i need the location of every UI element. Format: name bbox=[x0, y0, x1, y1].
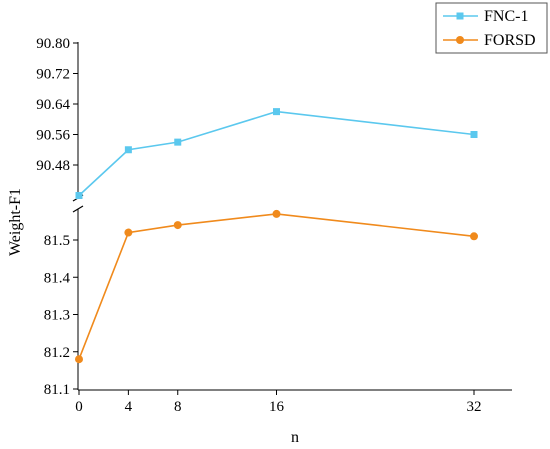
legend-marker-forsd bbox=[456, 36, 464, 44]
legend-label-forsd: FORSD bbox=[484, 32, 536, 49]
x-tick-label: 8 bbox=[174, 399, 182, 415]
y-tick-label: 90.56 bbox=[36, 128, 70, 144]
x-tick-label: 0 bbox=[75, 399, 83, 415]
series bbox=[75, 108, 478, 364]
data-point bbox=[273, 108, 280, 116]
x-axis-title: n bbox=[291, 429, 299, 446]
y-tick-label: 81.2 bbox=[44, 345, 70, 361]
y-tick-label: 81.3 bbox=[44, 308, 70, 324]
y-tick-label: 81.1 bbox=[44, 382, 70, 398]
data-point bbox=[75, 355, 83, 364]
series-line-forsd bbox=[78, 213, 475, 360]
x-tick-label: 4 bbox=[125, 399, 133, 415]
legend-label-fnc1: FNC-1 bbox=[484, 8, 528, 25]
y-tick-label: 81.4 bbox=[44, 270, 71, 286]
data-point bbox=[470, 232, 478, 241]
x-tick-label: 16 bbox=[269, 399, 285, 415]
data-point bbox=[470, 131, 478, 138]
y-axis-title: Weight-F1 bbox=[7, 188, 24, 256]
legend-marker-fnc1 bbox=[456, 12, 464, 20]
data-point bbox=[173, 221, 182, 230]
ticks: 90.48 90.56 90.64 90.72 90.80 81.1 81.2 81.3 81.… bbox=[36, 36, 481, 415]
y-tick-label: 90.72 bbox=[36, 67, 70, 83]
data-point bbox=[124, 146, 132, 154]
y-tick-label: 81.5 bbox=[44, 233, 70, 249]
x-tick-label: 32 bbox=[467, 399, 482, 415]
y-tick-label: 90.64 bbox=[36, 97, 70, 113]
series-line-fnc1 bbox=[78, 110, 475, 197]
legend: FNC-1 FORSD bbox=[435, 2, 548, 54]
data-point bbox=[75, 192, 83, 199]
data-point bbox=[174, 138, 182, 146]
data-point bbox=[272, 209, 281, 218]
y-tick-label: 90.48 bbox=[36, 158, 70, 174]
axis-break-mark bbox=[72, 205, 84, 213]
data-point bbox=[124, 228, 133, 237]
y-tick-label: 90.80 bbox=[36, 36, 70, 52]
legend-box bbox=[435, 2, 548, 54]
